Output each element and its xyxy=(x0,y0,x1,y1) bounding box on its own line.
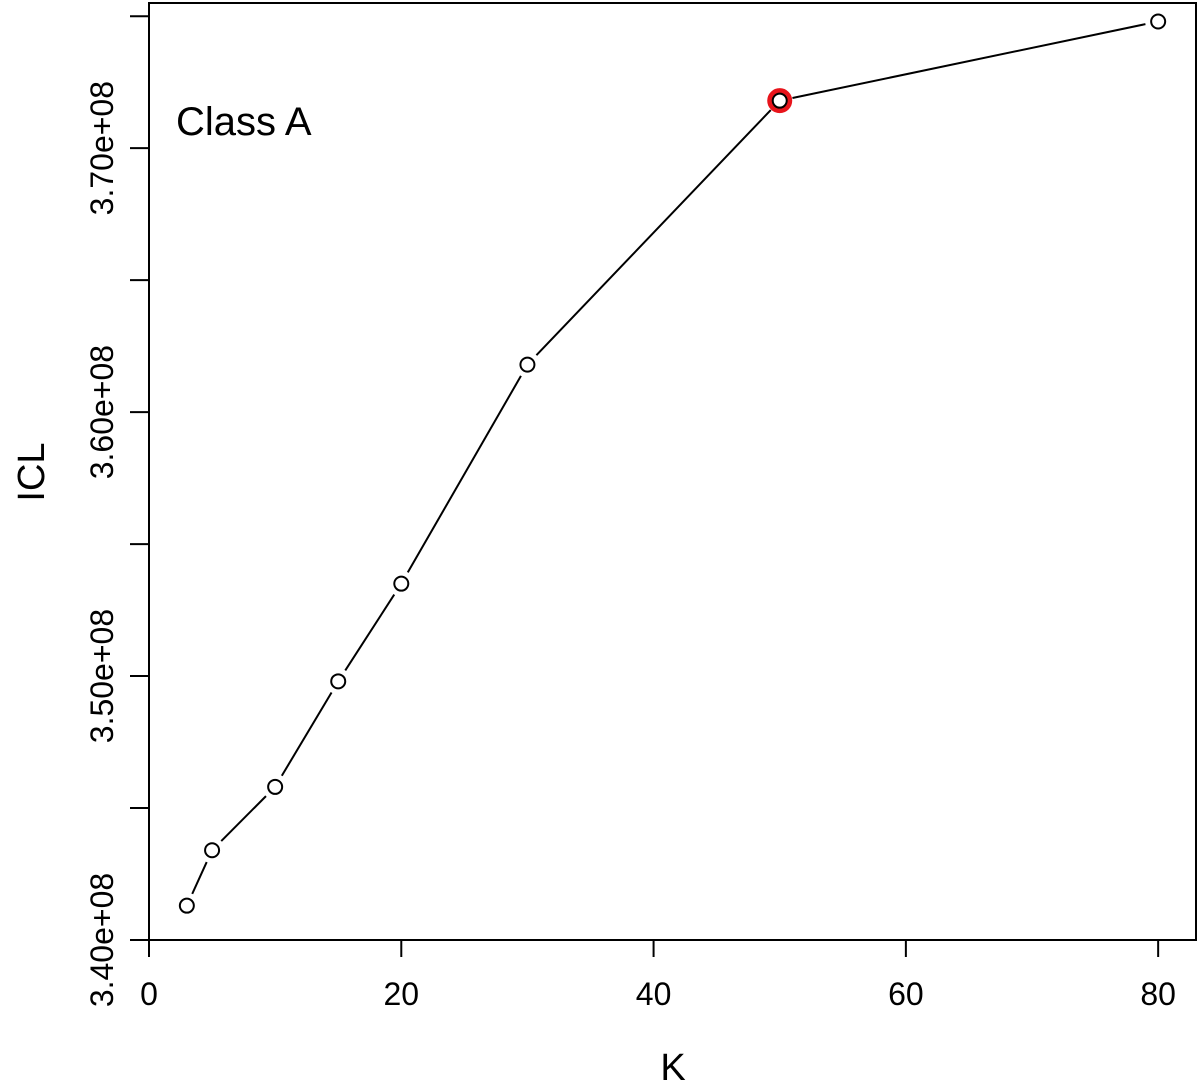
y-tick-label: 3.60e+08 xyxy=(84,345,120,479)
data-point xyxy=(771,92,788,109)
highlight-marker xyxy=(767,88,793,114)
x-tick-label: 80 xyxy=(1140,976,1176,1012)
data-point xyxy=(204,842,221,859)
y-axis: 3.40e+08 3.50e+08 3.60e+08 3.70e+08 xyxy=(84,15,149,1007)
data-point xyxy=(267,778,284,795)
data-point xyxy=(330,673,347,690)
y-tick-label: 3.40e+08 xyxy=(84,873,120,1007)
data-point xyxy=(519,356,536,373)
plot-frame xyxy=(148,2,1197,941)
x-axis-label: K xyxy=(660,1047,685,1089)
x-tick-label: 0 xyxy=(140,976,158,1012)
data-series xyxy=(178,13,1167,914)
y-tick-label: 3.50e+08 xyxy=(84,609,120,743)
y-axis-label: ICL xyxy=(11,442,53,501)
data-point xyxy=(393,575,410,592)
series-segment xyxy=(191,861,208,895)
y-tick-label: 3.70e+08 xyxy=(84,81,120,215)
series-segment xyxy=(535,109,772,356)
x-tick-label: 20 xyxy=(383,976,419,1012)
x-tick-label: 60 xyxy=(888,976,924,1012)
series-segment xyxy=(280,691,333,777)
x-tick-label: 40 xyxy=(636,976,672,1012)
series-segment xyxy=(220,795,267,842)
series-segment xyxy=(406,375,522,573)
x-axis: 0 20 40 60 80 xyxy=(140,940,1176,1012)
series-segment xyxy=(344,594,396,671)
plot-annotation: Class A xyxy=(176,100,312,144)
data-point xyxy=(1150,13,1167,30)
series-segment xyxy=(792,23,1146,99)
data-point xyxy=(178,897,195,914)
